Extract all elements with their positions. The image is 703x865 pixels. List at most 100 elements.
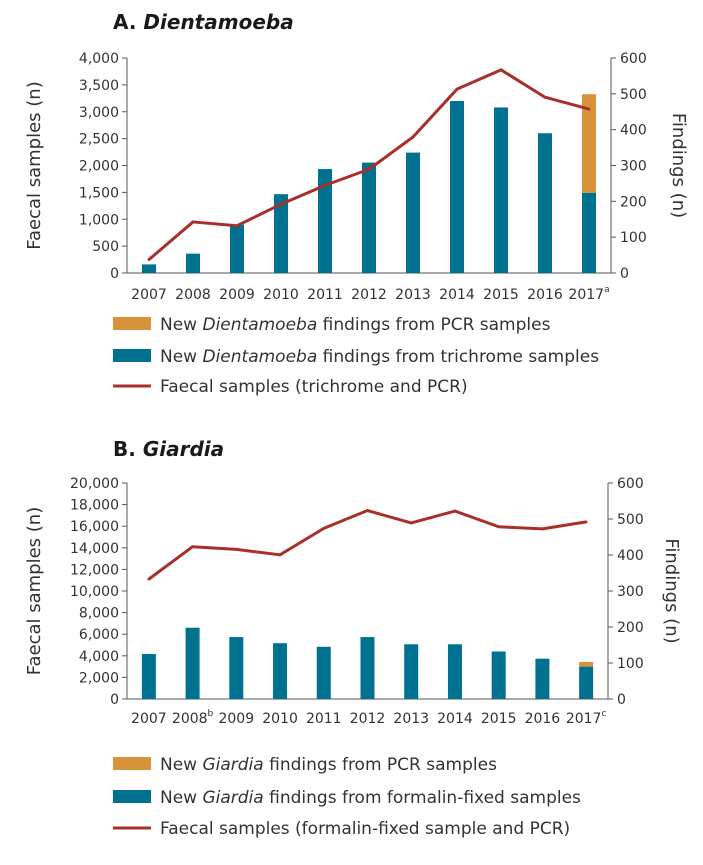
text-span: Faecal samples (formalin-fixed sample an… — [160, 819, 570, 839]
text-span: Giardia — [202, 755, 263, 775]
right-tick-label: 500 — [620, 87, 647, 103]
left-tick-label: 1,000 — [79, 212, 119, 228]
line-point-2007 — [147, 577, 151, 581]
x-tick-label: 2008b — [172, 709, 214, 727]
text-span: Faecal samples (trichrome and PCR) — [160, 377, 468, 397]
text-span: 2008 — [175, 287, 211, 303]
left-tick-label: 16,000 — [70, 519, 119, 535]
right-tick-label: 400 — [620, 123, 647, 139]
right-tick-label: 300 — [620, 159, 647, 175]
line-point-2014 — [453, 509, 457, 513]
left-tick-label: 10,000 — [70, 584, 119, 600]
bar-2013 — [406, 152, 420, 273]
x-tick-label: 2015 — [483, 287, 519, 303]
left-tick-label: 2,500 — [79, 132, 119, 148]
line-point-2016 — [541, 527, 544, 531]
line-point-2013 — [411, 135, 415, 139]
panel-b-giardia: B. Giardia 0 2,000 4,000 6,000 8,000 10,000 12,… — [24, 437, 682, 839]
line-point-2012 — [367, 167, 371, 171]
text-span: 2008 — [172, 711, 208, 727]
text-span: 2009 — [219, 287, 255, 303]
x-tick-label: 2010 — [262, 711, 298, 727]
text-span: findings from trichrome samples — [317, 347, 599, 367]
bar-2011 — [316, 646, 331, 699]
right-tick-label: 600 — [617, 476, 644, 492]
y-axis-left-title: Faecal samples (n) — [24, 507, 45, 675]
bar-2014 — [447, 644, 462, 699]
text-span: 2012 — [350, 711, 386, 727]
left-tick-label: 6,000 — [79, 627, 119, 643]
x-tick-label: 2012 — [351, 287, 387, 303]
line-point-2017 — [587, 107, 591, 111]
bar-2014 — [450, 101, 464, 273]
text-span: New — [160, 315, 202, 335]
text-span: a — [604, 285, 610, 295]
line-point-2013 — [409, 521, 413, 525]
x-tick-label: 2016 — [525, 711, 561, 727]
line-point-2012 — [366, 509, 369, 512]
right-tick-label: 600 — [620, 51, 647, 67]
x-tick-label: 2009 — [219, 287, 255, 303]
bar-2007 — [142, 264, 156, 273]
stacked-bar-2017 — [579, 661, 594, 667]
right-tick-label: 0 — [620, 266, 629, 282]
bar-2017 — [579, 666, 594, 699]
chart-title: A. Dientamoeba — [113, 10, 294, 34]
bar-2013 — [404, 644, 419, 699]
bar-2017 — [582, 192, 596, 273]
x-tick-label: 2014 — [439, 287, 475, 303]
text-span: Dientamoeba — [202, 347, 317, 367]
text-span: Giardia — [202, 788, 263, 808]
text-span: 2015 — [483, 287, 519, 303]
bar-2010 — [273, 643, 288, 699]
legend-swatch-microscopy — [113, 349, 151, 362]
x-tick-label: 2007 — [131, 287, 167, 303]
text-span: 2013 — [395, 287, 431, 303]
left-tick-label: 1,500 — [79, 185, 119, 201]
text-span: findings from PCR samples — [317, 315, 550, 335]
bar-2008 — [186, 253, 200, 273]
x-tick-label: 2013 — [393, 711, 429, 727]
x-tick-label: 2016 — [527, 287, 563, 303]
line-point-2015 — [499, 68, 503, 72]
bar-2009 — [229, 637, 244, 699]
line-point-2009 — [234, 548, 238, 551]
legend-swatch-microscopy — [113, 790, 151, 803]
text-span: 2012 — [351, 287, 387, 303]
x-tick-label: 2017c — [566, 709, 607, 727]
line-point-2014 — [455, 87, 459, 91]
x-tick-label: 2011 — [307, 287, 343, 303]
right-tick-label: 100 — [617, 656, 644, 672]
x-tick-label: 2010 — [263, 287, 299, 303]
faecal-samples-line — [147, 509, 587, 581]
left-tick-label: 0 — [110, 692, 119, 708]
right-tick-label: 500 — [617, 512, 644, 528]
bar-2008 — [185, 627, 200, 699]
line-point-2017 — [584, 520, 588, 524]
legend-swatch-pcr — [113, 317, 151, 330]
left-tick-label: 18,000 — [70, 498, 119, 514]
right-tick-label: 200 — [617, 620, 644, 636]
text-span: New — [160, 755, 202, 775]
line-point-2011 — [322, 526, 326, 530]
text-span: Giardia — [143, 437, 224, 461]
line-point-2010 — [279, 202, 283, 206]
text-span: 2007 — [131, 287, 167, 303]
text-span: 2017 — [568, 287, 604, 303]
bar-2016 — [535, 658, 550, 699]
legend-label: New Giardia findings from PCR samples — [160, 755, 497, 775]
bar-2012 — [360, 637, 375, 699]
text-span: B. — [113, 437, 143, 461]
text-span: findings from formalin-fixed samples — [264, 788, 581, 808]
bar-2015 — [491, 651, 506, 699]
panel-a-dientamoeba: A. Dientamoeba 0 500 1,000 1,500 2,000 2,500 3,… — [24, 10, 689, 397]
text-span: New — [160, 347, 202, 367]
line-point-2009 — [235, 224, 239, 228]
x-tick-label: 2017a — [568, 285, 609, 303]
line-point-2011 — [323, 183, 327, 187]
right-tick-label: 400 — [617, 548, 644, 564]
left-tick-label: 14,000 — [70, 541, 119, 557]
legend-label: Faecal samples (trichrome and PCR) — [160, 377, 468, 397]
legend-label: New Dientamoeba findings from PCR sample… — [160, 315, 551, 335]
left-tick-label: 8,000 — [79, 606, 119, 622]
